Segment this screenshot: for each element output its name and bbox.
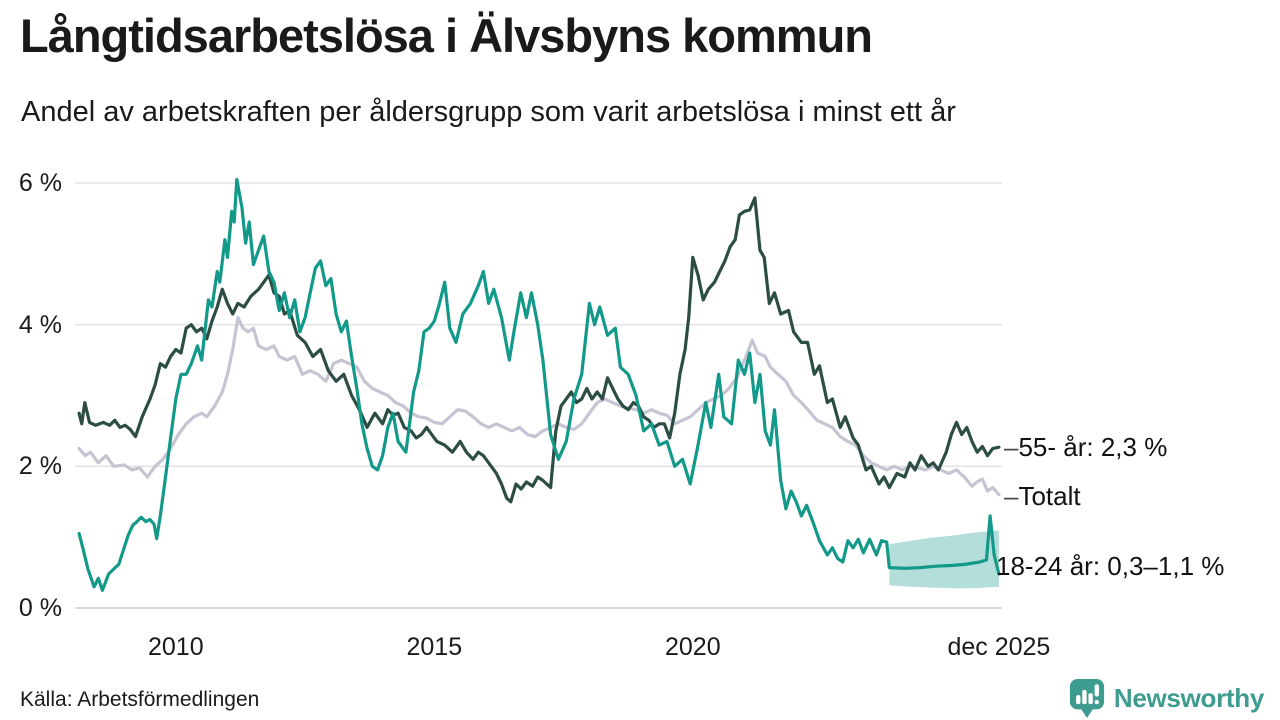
series-line-55-år [77, 196, 1001, 504]
y-tick-4: 4 % [18, 310, 62, 339]
y-tick-2: 2 % [18, 452, 62, 481]
x-tick-2010: 2010 [148, 633, 204, 661]
x-tick-2020: 2020 [665, 633, 721, 661]
y-tick-6: 6 % [18, 169, 62, 197]
brand-wordmark: Newsworthy [1113, 682, 1264, 713]
series-line-totalt [77, 316, 1001, 497]
source-note: Källa: Arbetsförmedlingen [20, 688, 260, 711]
x-tick-dec-2025: dec 2025 [947, 633, 1051, 661]
x-tick-2015: 2015 [406, 633, 463, 661]
series-label-55-ar: –55- år: 2,3 % [1004, 431, 1167, 463]
series-label-totalt: –Totalt [1004, 480, 1081, 512]
series-label-text: 55- år: 2,3 % [1018, 432, 1168, 463]
label-tick-dash: – [1004, 481, 1019, 512]
label-tick-dash: – [1004, 432, 1019, 463]
page-subtitle: Andel av arbetskraften per åldersgrupp s… [21, 96, 956, 128]
newsworthy-logo[interactable]: Newsworthy [1068, 676, 1264, 720]
page-title: Långtidsarbetslösa i Älvsbyns kommun [20, 9, 873, 62]
confidence-band [889, 530, 999, 589]
series-label-18-24-ar: 18-24 år: 0,3–1,1 % [996, 550, 1224, 582]
series-line-18-24-år [77, 177, 1001, 592]
series-label-text: 18-24 år: 0,3–1,1 % [996, 550, 1225, 581]
series-label-text: Totalt [1018, 481, 1081, 512]
bar-chart-pin-icon [1069, 679, 1104, 718]
y-tick-0: 0 % [18, 594, 62, 622]
